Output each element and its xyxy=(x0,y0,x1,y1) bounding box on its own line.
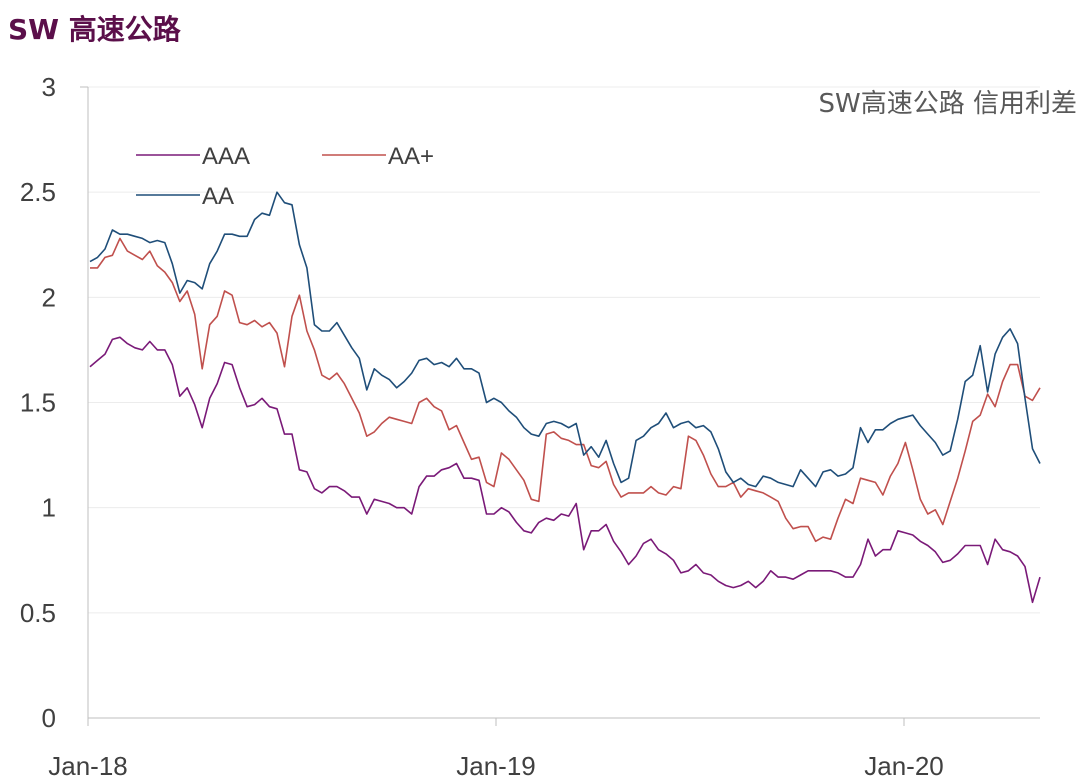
legend-label: AA xyxy=(202,183,234,210)
x-tick-label: Jan-18 xyxy=(48,751,128,781)
legend-label: AA+ xyxy=(388,143,434,170)
y-tick-label: 3 xyxy=(42,72,56,102)
y-tick-label: 0.5 xyxy=(20,598,56,628)
series-line-aa xyxy=(89,191,1041,488)
y-tick-labels: 0 0.5 1 1.5 2 2.5 3 xyxy=(20,72,56,733)
y-tick-label: 1.5 xyxy=(20,388,56,418)
series-lines xyxy=(89,191,1041,604)
y-tick-label: 2 xyxy=(42,282,56,312)
x-tick-labels: Jan-18 Jan-19 Jan-20 xyxy=(48,751,944,781)
x-tick-label: Jan-19 xyxy=(456,751,536,781)
chart-title: SW高速公路 信用利差 xyxy=(819,89,1077,119)
series-line-aaplus xyxy=(90,237,1041,543)
series-line-aaa xyxy=(89,336,1041,604)
legend-label: AAA xyxy=(202,143,250,170)
y-tick-label: 1 xyxy=(42,493,56,523)
x-tick-label: Jan-20 xyxy=(864,751,944,781)
page-title: SW 高速公路 xyxy=(8,13,181,46)
gridlines xyxy=(88,86,1040,614)
y-tick-label: 0 xyxy=(42,703,56,733)
legend: AAA AA+ AA xyxy=(136,143,434,210)
axes xyxy=(80,86,1040,726)
y-tick-label: 2.5 xyxy=(20,177,56,207)
